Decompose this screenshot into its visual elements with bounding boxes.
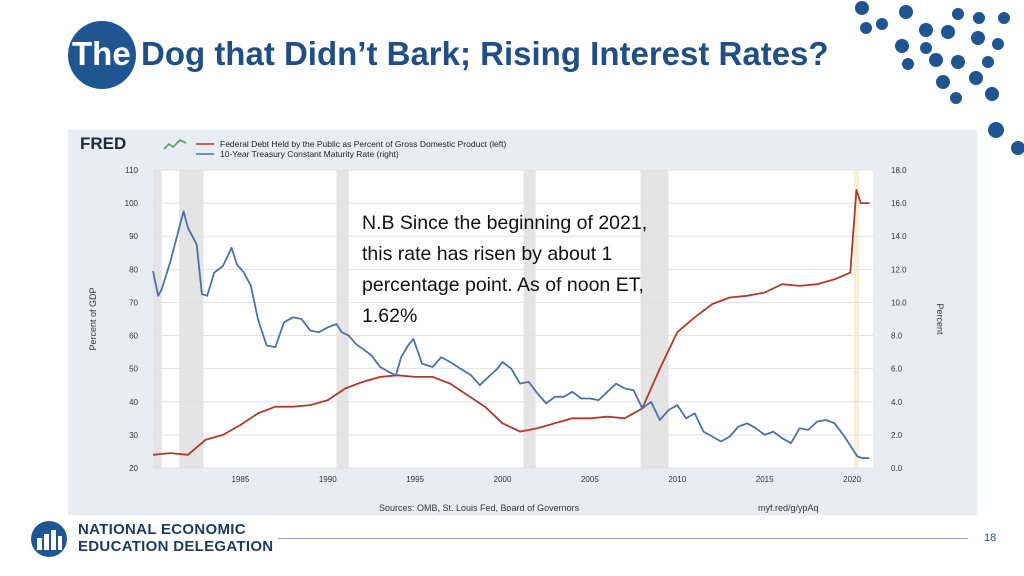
decorative-dot <box>919 23 933 37</box>
decorative-dot <box>920 42 932 54</box>
decorative-dot <box>936 75 950 89</box>
decorative-dot <box>973 12 985 24</box>
decorative-dot <box>902 58 914 70</box>
plot-area <box>153 170 873 468</box>
y-tick-right: 14.0 <box>891 232 907 241</box>
fred-chart: 20 30 40 50 60 70 80 90 100 110 0.0 2.0 4.0 6.0 8.0 10.… <box>80 134 945 513</box>
series-line-treasury <box>152 210 870 459</box>
recession-band <box>336 170 349 468</box>
x-tick: 2015 <box>756 475 774 484</box>
y-tick-left: 50 <box>129 365 138 374</box>
decorative-dot <box>950 92 962 104</box>
y-axis-label-right: Percent <box>935 303 945 335</box>
decorative-dots-icon <box>855 1 1024 155</box>
decorative-dot <box>1011 141 1024 155</box>
y-tick-left: 60 <box>129 332 138 341</box>
recession-band <box>640 170 669 468</box>
decorative-dot <box>929 53 943 67</box>
x-tick: 2020 <box>843 475 861 484</box>
y-tick-right: 0.0 <box>891 464 903 473</box>
recession-band <box>523 170 536 468</box>
decorative-dot <box>998 12 1010 24</box>
decorative-dot <box>951 55 965 69</box>
y-axis-label-left: Percent of GDP <box>88 287 98 350</box>
y-tick-right: 12.0 <box>891 265 907 274</box>
fred-logo-icon <box>163 139 187 150</box>
slide-title: Dog that Didn’t Bark; Rising Interest Ra… <box>141 35 829 72</box>
y-tick-left: 70 <box>129 298 138 307</box>
y-tick-right: 4.0 <box>891 398 903 407</box>
decorative-dot <box>969 71 983 85</box>
y-tick-right: 6.0 <box>891 365 903 374</box>
decorative-dot <box>971 31 985 45</box>
x-tick: 2005 <box>581 475 599 484</box>
y-tick-right: 10.0 <box>891 298 907 307</box>
recession-band <box>179 170 204 468</box>
y-tick-right: 18.0 <box>891 166 907 175</box>
y-tick-left: 40 <box>129 398 138 407</box>
y-tick-right: 2.0 <box>891 431 903 440</box>
title-circle <box>68 21 136 89</box>
legend-label: Federal Debt Held by the Public as Perce… <box>220 139 506 149</box>
y-tick-left: 80 <box>129 265 138 274</box>
annotation-note: N.B Since the beginning of 2021, this ra… <box>362 212 648 327</box>
decorative-dot <box>952 8 964 20</box>
chart-sources: Sources: OMB, St. Louis Fed, Board of Go… <box>379 503 580 513</box>
y-tick-left: 30 <box>129 431 138 440</box>
y-tick-left: 100 <box>125 199 139 208</box>
decorative-dot <box>985 87 999 101</box>
decorative-dot <box>855 1 869 15</box>
x-tick: 1990 <box>319 475 337 484</box>
footer-divider <box>278 538 968 539</box>
series-line-debt <box>152 189 870 456</box>
need-logo-icon <box>31 521 67 557</box>
y-tick-left: 110 <box>125 166 138 175</box>
page-number: 18 <box>984 532 997 544</box>
y-tick-left: 90 <box>129 232 138 241</box>
recession-band <box>153 170 162 468</box>
decorative-dot <box>941 25 955 39</box>
title-prefix: The <box>72 35 131 72</box>
x-tick: 1985 <box>231 475 249 484</box>
y-tick-left: 20 <box>129 464 138 473</box>
x-tick: 2000 <box>494 475 512 484</box>
decorative-dot <box>988 122 1004 138</box>
decorative-dot <box>895 39 909 53</box>
legend-label: 10-Year Treasury Constant Maturity Rate … <box>220 149 399 159</box>
fred-logo-text: FRED <box>80 134 126 153</box>
y-tick-right: 8.0 <box>891 332 903 341</box>
y-tick-right: 16.0 <box>891 199 907 208</box>
decorative-dot <box>860 22 872 34</box>
chart-url: myf.red/g/ypAq <box>758 503 819 513</box>
recession-band <box>853 170 860 468</box>
x-tick: 2010 <box>668 475 686 484</box>
decorative-dot <box>899 5 913 19</box>
decorative-dot <box>876 18 888 30</box>
decorative-dot <box>982 56 994 68</box>
x-tick: 1995 <box>406 475 424 484</box>
org-name-line2: EDUCATION DELEGATION <box>78 538 274 555</box>
org-name-line1: NATIONAL ECONOMIC <box>78 521 246 538</box>
decorative-dot <box>992 38 1004 50</box>
